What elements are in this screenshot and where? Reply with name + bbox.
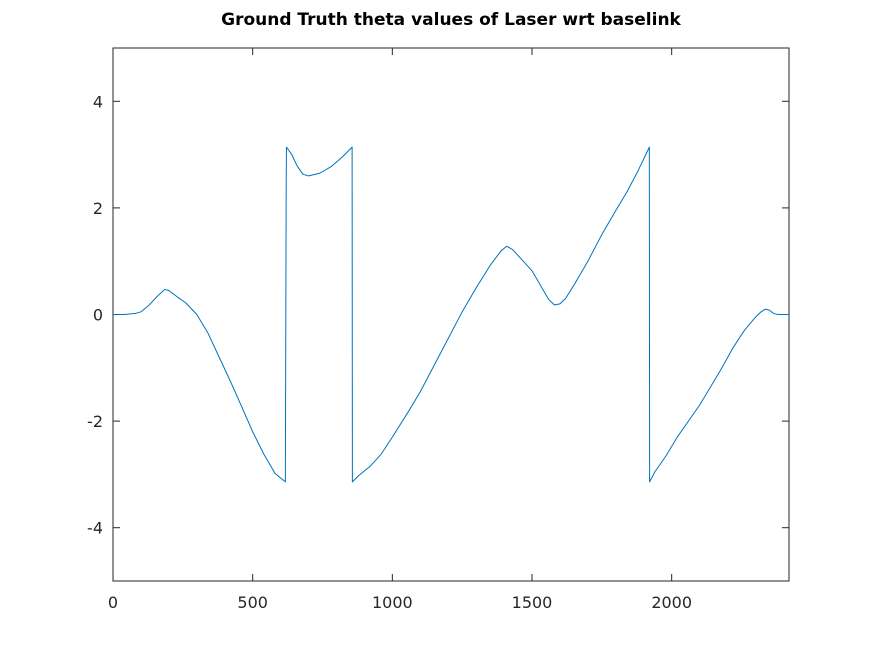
x-tick-label: 500 (237, 593, 268, 612)
series-line (113, 146, 789, 483)
x-tick-label: 1500 (512, 593, 553, 612)
y-tick-label: 0 (93, 306, 103, 325)
y-tick-label: -2 (87, 412, 103, 431)
y-tick-label: 4 (93, 92, 103, 111)
y-tick-label: -4 (87, 519, 103, 538)
x-tick-label: 0 (108, 593, 118, 612)
chart-title: Ground Truth theta values of Laser wrt b… (221, 10, 681, 30)
x-tick-label: 2000 (651, 593, 692, 612)
y-tick-label: 2 (93, 199, 103, 218)
x-tick-label: 1000 (372, 593, 413, 612)
plot-area: 0 500 1000 1500 2000 -4 -2 0 2 4 (87, 47, 790, 612)
